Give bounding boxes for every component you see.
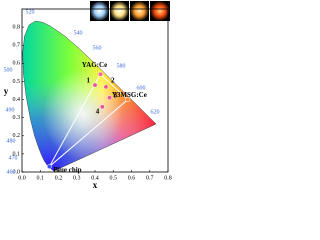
chart: y x 0.0 0.1 0.2 0.3 0.4 0.5 0.6 0.7 0.8 0.0 0.1 0.2… <box>4 1 172 189</box>
x-tick-label: 0.6 <box>128 175 136 181</box>
data-point <box>46 164 52 170</box>
y-tick-label: 0.4 <box>13 97 21 103</box>
y-axis-label: y <box>4 86 9 96</box>
wavelength-label: 490 <box>6 107 15 113</box>
point-label: 2 <box>111 76 115 84</box>
point-label: Y3MSG:Ce <box>112 91 147 99</box>
x-tick-label: 0.3 <box>73 175 81 181</box>
wavelength-label: 520 <box>26 9 35 15</box>
connector-line <box>49 99 129 167</box>
data-point <box>92 82 98 88</box>
data-point <box>98 71 103 77</box>
chromaticity-region <box>22 21 157 172</box>
wavelength-label: 480 <box>7 138 16 144</box>
y-tick-label: 0.8 <box>13 24 21 30</box>
connector-line <box>100 73 129 100</box>
x-tick-label: 0.0 <box>18 175 26 181</box>
point-label: Blue chip <box>53 166 81 174</box>
x-tick-label: 0.1 <box>37 175 45 181</box>
y-tick-label: 0.2 <box>13 133 21 139</box>
y-tick-label: 0.6 <box>13 61 21 67</box>
data-point <box>99 104 105 110</box>
point-label: 4 <box>96 107 100 115</box>
connector-line <box>48 73 101 167</box>
x-tick-label: 0.2 <box>55 175 63 181</box>
x-tick-label: 0.7 <box>146 175 154 181</box>
wavelength-label: 560 <box>93 45 102 51</box>
data-point <box>107 95 113 101</box>
led-photo <box>130 1 149 21</box>
wavelength-label: 600 <box>137 85 146 91</box>
led-photos <box>90 1 170 21</box>
data-point <box>125 97 131 103</box>
x-tick-label: 0.8 <box>164 175 172 181</box>
wavelength-label: 500 <box>4 67 13 73</box>
wavelength-label: 620 <box>151 109 160 115</box>
wavelength-label: 580 <box>117 63 126 69</box>
y-tick-label: 0.7 <box>13 43 21 49</box>
x-tick-label: 0.4 <box>91 175 99 181</box>
point-label: 3 <box>114 91 118 99</box>
y-tick-label: 0.3 <box>13 115 21 121</box>
point-label: 1 <box>87 77 91 85</box>
wavelength-label: 540 <box>74 30 83 36</box>
y-tick-label: 0.0 <box>13 169 21 175</box>
led-photo <box>150 1 170 21</box>
y-tick-label: 0.1 <box>13 151 21 157</box>
x-tick-label: 0.5 <box>110 175 118 181</box>
x-axis-label: x <box>93 180 98 189</box>
data-point <box>103 84 109 90</box>
spectral-locus <box>22 20 157 172</box>
y-tick-label: 0.5 <box>13 79 21 85</box>
led-photo <box>110 1 129 21</box>
point-label: YAG:Ce <box>82 61 107 69</box>
led-photo <box>90 1 109 21</box>
wavelength-label: 470 <box>9 155 18 161</box>
wavelength-label: 460 <box>7 169 16 175</box>
